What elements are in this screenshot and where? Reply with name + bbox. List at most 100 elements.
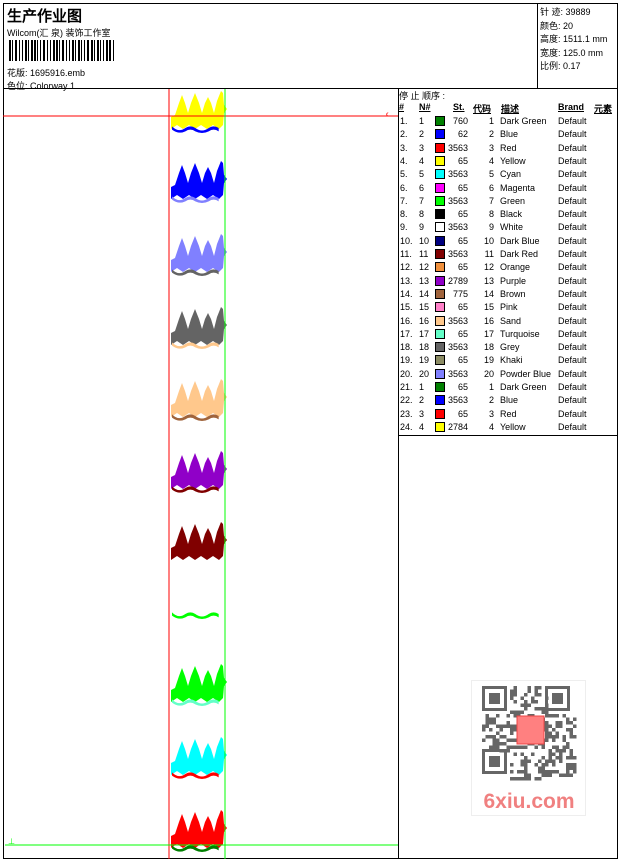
row-index: 17. bbox=[400, 328, 413, 339]
stop-sequence-title: 停 止 顺序 : bbox=[399, 91, 446, 101]
end-marker: ⊥ bbox=[8, 837, 15, 846]
row-brand: Default bbox=[558, 315, 587, 326]
company-name: Wilcom(汇 泉) 装饰工作室 bbox=[7, 28, 111, 38]
row-index: 24. bbox=[400, 421, 413, 432]
color-swatch bbox=[435, 395, 445, 406]
row-code: 16 bbox=[483, 315, 494, 326]
row-stitches: 760 bbox=[452, 116, 468, 126]
design-canvas: ᓚ ⊥ bbox=[3, 89, 398, 859]
row-code: 13 bbox=[483, 275, 494, 286]
motif-fill bbox=[171, 737, 227, 775]
row-needle: 10 bbox=[419, 235, 430, 246]
row-description: Black bbox=[500, 209, 523, 220]
row-brand: Default bbox=[558, 142, 587, 153]
table-row: 2. 2 62 2 Blue Default bbox=[399, 128, 618, 141]
row-stitches: 65 bbox=[457, 262, 468, 273]
row-description: Green bbox=[500, 195, 526, 206]
row-index: 8. bbox=[400, 209, 408, 220]
color-swatch bbox=[435, 275, 445, 286]
row-index: 4. bbox=[400, 155, 408, 166]
row-index: 2. bbox=[400, 129, 408, 140]
row-needle: 20 bbox=[419, 368, 430, 379]
row-stitches: 65 bbox=[457, 235, 468, 246]
row-stitches: 3563 bbox=[447, 222, 468, 233]
row-brand: Default bbox=[558, 302, 587, 313]
color-swatch bbox=[435, 368, 445, 379]
table-row: 24. 4 2784 4 Yellow Default bbox=[399, 421, 618, 434]
row-stitches: 65 bbox=[457, 382, 468, 392]
color-swatch bbox=[435, 315, 445, 326]
row-code: 19 bbox=[483, 355, 494, 366]
motif-fill bbox=[171, 664, 227, 702]
row-description: Turquoise bbox=[500, 328, 540, 339]
row-brand: Default bbox=[558, 209, 587, 220]
watermark-site: 6xiu.com bbox=[483, 790, 574, 813]
row-index: 16. bbox=[400, 315, 413, 326]
row-description: White bbox=[500, 222, 524, 233]
row-index: 10. bbox=[400, 235, 413, 246]
motif-fill bbox=[171, 307, 227, 345]
row-code: 20 bbox=[483, 368, 494, 379]
row-code: 3 bbox=[488, 142, 494, 153]
motif-fill bbox=[171, 810, 227, 848]
row-code: 11 bbox=[484, 249, 494, 259]
row-index: 12. bbox=[400, 262, 413, 273]
row-stitches: 65 bbox=[457, 155, 468, 166]
color-swatch bbox=[435, 129, 445, 140]
row-description: Grey bbox=[500, 342, 520, 353]
color-swatch bbox=[435, 421, 445, 432]
row-stitches: 3563 bbox=[447, 195, 468, 206]
col-code: 代码 bbox=[473, 104, 492, 114]
motif-fill bbox=[171, 451, 227, 489]
row-description: Yellow bbox=[500, 421, 526, 432]
row-needle: 7 bbox=[419, 195, 425, 206]
row-description: Dark Green bbox=[500, 116, 547, 126]
row-brand: Default bbox=[558, 155, 587, 166]
header: 生产作业图 Wilcom(汇 泉) 装饰工作室 花版: 1695916.emb … bbox=[3, 3, 618, 91]
color-swatch bbox=[435, 408, 445, 419]
table-row: 4. 4 65 4 Yellow Default bbox=[399, 155, 618, 168]
row-needle: 12 bbox=[419, 262, 430, 273]
color-swatch bbox=[435, 302, 445, 313]
table-row: 8. 8 65 8 Black Default bbox=[399, 208, 618, 221]
table-row: 10. 10 65 10 Dark Blue Default bbox=[399, 235, 618, 248]
row-code: 7 bbox=[488, 195, 494, 206]
seal-icon bbox=[516, 715, 545, 745]
watermark-qr: 6xiu.com bbox=[471, 680, 586, 816]
row-brand: Default bbox=[558, 249, 587, 259]
table-row: 6. 6 65 6 Magenta Default bbox=[399, 182, 618, 195]
color-swatch bbox=[435, 182, 445, 193]
row-brand: Default bbox=[558, 129, 587, 140]
motif-fill bbox=[171, 234, 227, 272]
row-stitches: 2784 bbox=[447, 421, 468, 432]
row-needle: 13 bbox=[419, 275, 430, 286]
color-swatch bbox=[435, 169, 445, 180]
row-index: 3. bbox=[400, 142, 408, 153]
col-description: 描述 bbox=[501, 104, 520, 114]
row-needle: 6 bbox=[419, 182, 425, 193]
row-stitches: 3563 bbox=[447, 249, 468, 259]
row-stitches: 62 bbox=[457, 129, 468, 140]
row-needle: 15 bbox=[419, 302, 430, 313]
row-description: Brown bbox=[500, 288, 526, 299]
row-description: Red bbox=[500, 408, 517, 419]
row-index: 14. bbox=[400, 288, 413, 299]
color-swatch bbox=[435, 342, 445, 353]
table-row: 15. 15 65 15 Pink Default bbox=[399, 301, 618, 314]
row-index: 21. bbox=[400, 382, 413, 392]
stat-scale: 比例: 0.17 bbox=[540, 61, 581, 71]
row-brand: Default bbox=[558, 408, 587, 419]
row-needle: 8 bbox=[419, 209, 425, 220]
row-needle: 18 bbox=[419, 342, 430, 353]
row-needle: 3 bbox=[419, 408, 425, 419]
row-index: 23. bbox=[400, 408, 413, 419]
row-code: 9 bbox=[488, 222, 494, 233]
row-stitches: 3563 bbox=[447, 342, 468, 353]
row-needle: 4 bbox=[419, 155, 425, 166]
row-needle: 4 bbox=[419, 421, 425, 432]
row-brand: Default bbox=[558, 395, 587, 406]
row-index: 13. bbox=[400, 275, 413, 286]
row-needle: 9 bbox=[419, 222, 425, 233]
row-stitches: 65 bbox=[457, 209, 468, 220]
row-stitches: 65 bbox=[457, 355, 468, 366]
